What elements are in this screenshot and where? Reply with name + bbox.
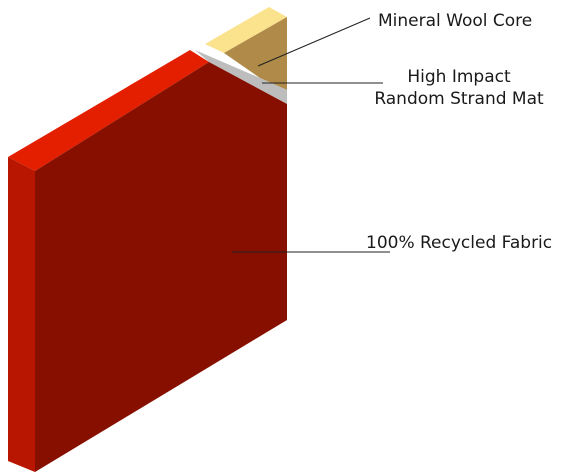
label-mat-line-2: Random Strand Mat: [374, 89, 544, 109]
label-mat-line-1: High Impact: [407, 67, 511, 87]
fabric-front-face: [35, 62, 287, 472]
core-top-face: [205, 7, 287, 53]
label-recycled-fabric: 100% Recycled Fabric: [366, 233, 553, 253]
label-mineral-wool-core: Mineral Wool Core: [378, 11, 533, 31]
strand-mat-layer: [195, 50, 287, 104]
fabric-top-face: [8, 50, 209, 171]
core-side-face: [224, 17, 287, 90]
label-random-strand-mat: High Impact Random Strand Mat: [360, 66, 558, 110]
leader-line-core: [257, 17, 371, 67]
fabric-left-edge: [8, 157, 35, 472]
